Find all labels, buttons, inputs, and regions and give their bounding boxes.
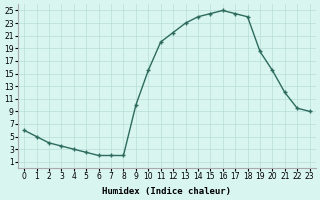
X-axis label: Humidex (Indice chaleur): Humidex (Indice chaleur) (102, 187, 231, 196)
